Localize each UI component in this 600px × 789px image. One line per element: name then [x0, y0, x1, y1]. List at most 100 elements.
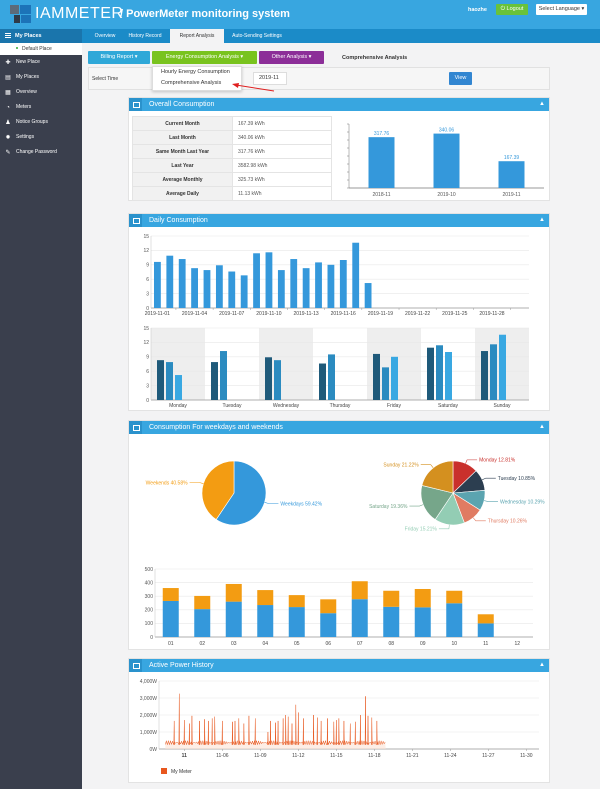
energy-consumption-analysis-button[interactable]: Energy Consumption Analysis ▾: [152, 51, 257, 64]
month-input[interactable]: 2019-11: [253, 72, 287, 85]
leader-line: [482, 477, 496, 481]
other-analysis-button[interactable]: Other Analysis ▾: [259, 51, 324, 64]
tab-auto-sending-settings[interactable]: Auto-Sending Settings: [232, 33, 282, 39]
row-value: 167.39 kWh: [232, 116, 332, 131]
sidebar-item-overview[interactable]: ▦ Overview: [5, 89, 37, 96]
x-tick-label: Saturday: [438, 403, 459, 409]
x-tick-label: 2019-11-28: [479, 311, 504, 317]
menu-item-comprehensive-analysis[interactable]: Comprehensive Analysis: [161, 80, 222, 86]
view-button[interactable]: View: [449, 72, 472, 85]
grid-icon: ▦: [5, 89, 11, 96]
x-tick-label: 11-15: [330, 753, 343, 759]
bar: [302, 268, 310, 308]
bar: [265, 357, 272, 400]
sidebar-header[interactable]: My Places: [0, 29, 82, 43]
active-power-line-chart: 0W 1,000W 2,000W 3,000W 4,000W 11 11-06 11-09 11…: [140, 679, 539, 775]
legend-swatch: [161, 768, 167, 774]
leader-line: [465, 459, 478, 464]
y-tick-label: 0: [146, 306, 149, 312]
x-tick-label: 01: [168, 641, 174, 647]
bar-segment: [351, 599, 368, 637]
logout-button[interactable]: ⏻ Logout: [496, 4, 528, 15]
y-tick-label: 3: [146, 291, 149, 297]
y-tick-label: 0: [150, 635, 153, 641]
bar: [427, 347, 434, 400]
panel-title: Consumption For weekdays and weekends: [149, 424, 283, 431]
collapse-icon[interactable]: ▲: [539, 424, 545, 430]
y-tick-label: 9: [146, 355, 149, 361]
slice-label: Saturday 19.36%: [369, 504, 408, 510]
panel-header: Overall Consumption ▲: [129, 98, 549, 111]
slice-label: Friday 15.21%: [405, 527, 438, 533]
bar-segment: [194, 595, 211, 610]
y-tick-label: 0: [146, 398, 149, 404]
row-label: Current Month: [132, 116, 233, 131]
x-tick-label: 11-24: [444, 753, 457, 759]
legend-label: My Meter: [171, 769, 192, 775]
id-card-icon: ▤: [5, 74, 11, 81]
bar: [211, 362, 218, 400]
sidebar-item-my-places[interactable]: ▤ My Places: [5, 74, 40, 81]
collapse-icon[interactable]: ▲: [539, 101, 545, 107]
username[interactable]: haozhe: [468, 7, 487, 13]
y-tick-label: 300: [145, 594, 154, 600]
leader-line: [189, 482, 204, 484]
y-tick-label: 400: [145, 580, 154, 586]
sidebar-item-meters[interactable]: ◔ Meters: [6, 104, 32, 111]
weekday-grouped-bar-chart: 0 3 6 9 12 15 Monday Tuesday Wednesday Thursday Fr…: [143, 326, 529, 409]
billing-report-button[interactable]: Billing Report ▾: [88, 51, 150, 64]
sidebar-item-notice-groups[interactable]: ♟ Notice Groups: [5, 119, 48, 126]
bar: [319, 363, 326, 400]
tab-overview[interactable]: Overview: [94, 33, 116, 39]
panel-title: Daily Consumption: [149, 217, 208, 224]
table-row: Same Month Last Year 317.76 kWh: [132, 144, 332, 159]
x-tick-label: 2019-11-10: [256, 311, 281, 317]
collapse-icon[interactable]: ▲: [539, 217, 545, 223]
panel-header: Daily Consumption ▲: [129, 214, 549, 227]
bar: [175, 375, 182, 400]
menu-item-hourly-energy[interactable]: Hourly Energy Consumption: [161, 69, 230, 75]
x-tick-label: 2019-11-22: [405, 311, 430, 317]
bar: [498, 161, 525, 188]
language-select[interactable]: Select Language ▾: [536, 4, 587, 15]
row-label: Average Daily: [132, 186, 233, 201]
y-tick-label: 500: [145, 567, 154, 573]
analysis-dropdown-menu: Hourly Energy Consumption Comprehensive …: [152, 66, 242, 91]
x-tick-label: 12: [514, 641, 520, 647]
bar-segment: [320, 613, 337, 637]
slice-label: Thursday 10.26%: [488, 519, 528, 525]
y-tick-label: 100: [145, 621, 154, 627]
monthly-stacked-bar-chart: 0 100 200 300 400 500 01 02 03 04 05 06 07 08 09 10 11 12: [145, 567, 533, 647]
edit-icon: ✎: [5, 149, 11, 156]
sidebar-item-default-place[interactable]: Default Place: [0, 43, 82, 55]
overall-consumption-panel: Overall Consumption ▲ Current Month 167.3…: [128, 97, 550, 201]
panel-title: Overall Consumption: [149, 101, 215, 108]
sidebar-item-new-place[interactable]: ✚ New Place: [5, 59, 40, 66]
sidebar-item-change-password[interactable]: ✎ Change Password: [5, 149, 57, 156]
tab-history-record[interactable]: History Record: [128, 33, 162, 39]
row-label: Same Month Last Year: [132, 144, 233, 159]
x-tick-label: 2019-11-19: [368, 311, 393, 317]
row-value: 325.73 kWh: [232, 172, 332, 187]
table-row: Average Monthly 325.73 kWh: [132, 172, 332, 187]
bar: [274, 360, 281, 400]
overall-bar-chart: 317.76 2018-11 340.06 2019-10 167.39 2019-11: [347, 123, 544, 198]
collapse-icon[interactable]: ▲: [539, 662, 545, 668]
list-icon: [5, 33, 11, 38]
sidebar-item-settings[interactable]: ✹ Settings: [5, 134, 35, 141]
area-fill: [165, 693, 386, 749]
panel-icon: [129, 98, 142, 111]
y-tick-label: 2,000W: [140, 713, 158, 719]
x-tick-label: 11-09: [254, 753, 267, 759]
x-tick-label: 11-12: [292, 753, 305, 759]
bar: [490, 344, 497, 400]
x-tick-label: 2019-11-25: [442, 311, 467, 317]
bar: [315, 262, 322, 308]
user-icon: ♟: [5, 119, 11, 126]
x-tick-label: 11-21: [406, 753, 419, 759]
x-tick-label: Wednesday: [273, 403, 300, 409]
main-nav: [0, 29, 600, 43]
panel-title: Active Power History: [149, 662, 214, 669]
tab-report-analysis[interactable]: Report Analysis: [170, 29, 224, 43]
y-tick-label: 200: [145, 608, 154, 614]
